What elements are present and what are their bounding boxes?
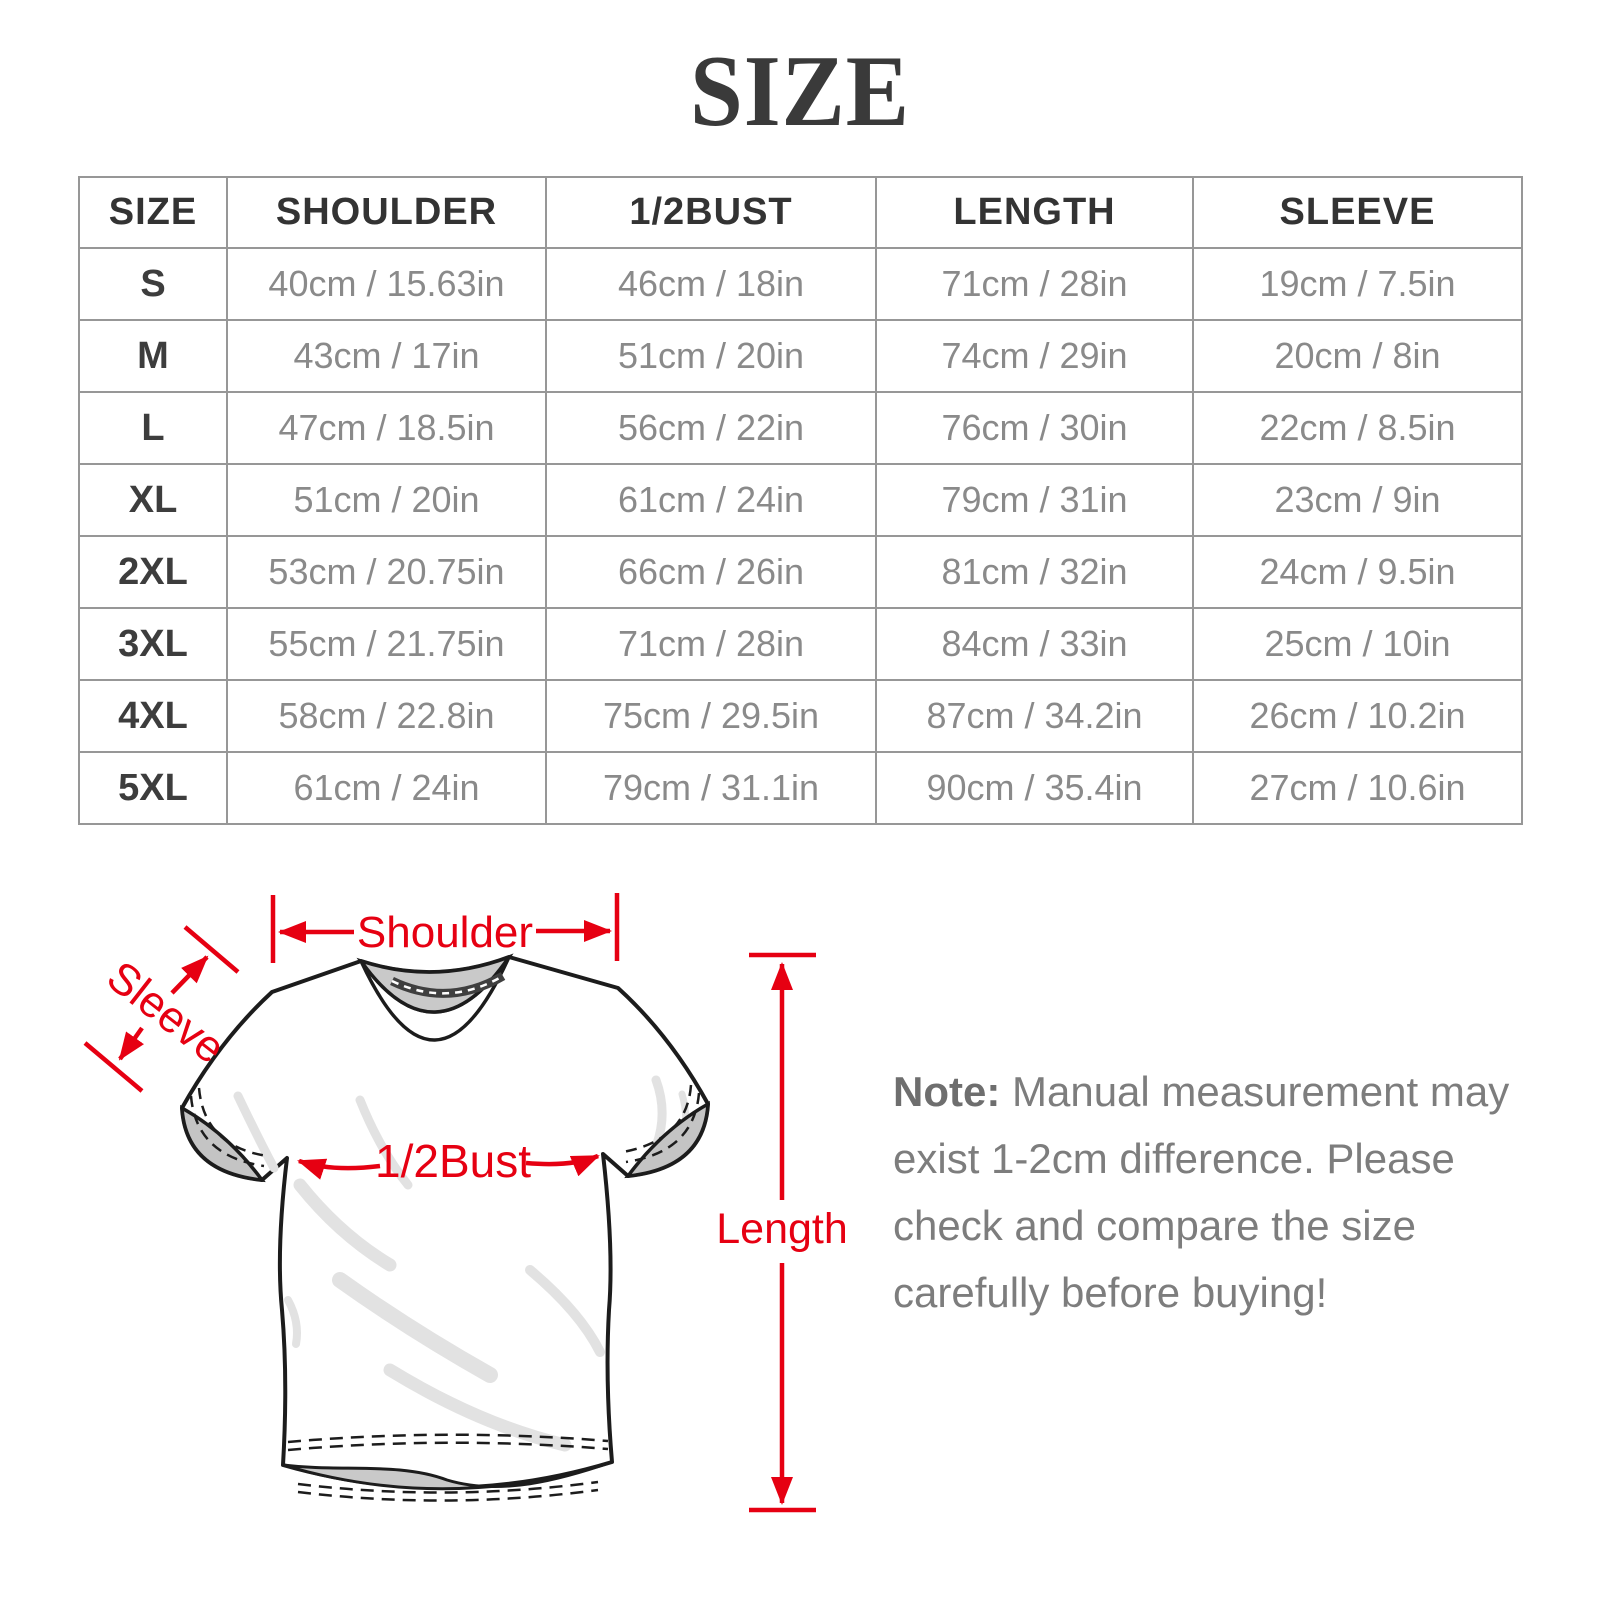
collar-stitch-zigzag [391,974,504,995]
table-row: S 40cm / 15.63in 46cm / 18in 71cm / 28in… [78,247,1523,321]
column-header-bust: 1/2BUST [545,176,877,249]
length-cell: 79cm / 31in [875,463,1194,537]
measurement-annotations [83,893,816,1513]
length-cell: 84cm / 33in [875,607,1194,681]
size-cell: 5XL [78,751,228,825]
note-label: Note: [893,1068,1001,1115]
sleeve-cuffs [180,1100,710,1183]
sleeve-label: Sleeve [98,952,234,1073]
column-header-shoulder: SHOULDER [226,176,547,249]
size-cell: XL [78,463,228,537]
sleeve-cell: 24cm / 9.5in [1192,535,1523,609]
size-cell: 4XL [78,679,228,753]
size-cell: 2XL [78,535,228,609]
size-cell: L [78,391,228,465]
shoulder-cell: 51cm / 20in [226,463,547,537]
length-cell: 76cm / 30in [875,391,1194,465]
tshirt-measurement-diagram: Shoulder Sleeve 1/2Bust Length [83,893,848,1513]
sleeve-cell: 27cm / 10.6in [1192,751,1523,825]
table-row: 5XL 61cm / 24in 79cm / 31.1in 90cm / 35.… [78,751,1523,825]
size-cell: M [78,319,228,393]
shoulder-cell: 40cm / 15.63in [226,247,547,321]
column-header-sleeve: SLEEVE [1192,176,1523,249]
hem-band [282,1460,613,1491]
bust-cell: 75cm / 29.5in [545,679,877,753]
size-cell: S [78,247,228,321]
shoulder-cell: 53cm / 20.75in [226,535,547,609]
shoulder-cell: 58cm / 22.8in [226,679,547,753]
bust-cell: 66cm / 26in [545,535,877,609]
sleeve-cell: 19cm / 7.5in [1192,247,1523,321]
bust-arrow [297,1158,381,1180]
bust-cell: 51cm / 20in [545,319,877,393]
length-cell: 81cm / 32in [875,535,1194,609]
sleeve-cell: 22cm / 8.5in [1192,391,1523,465]
shoulder-cell: 61cm / 24in [226,751,547,825]
note-text: Manual measurement may exist 1-2cm diffe… [893,1068,1510,1316]
table-row: 4XL 58cm / 22.8in 75cm / 29.5in 87cm / 3… [78,679,1523,753]
page-title: SIZE [690,35,910,148]
table-header-row: SIZE SHOULDER 1/2BUST LENGTH SLEEVE [78,176,1523,249]
sleeve-cell: 20cm / 8in [1192,319,1523,393]
table-row: L 47cm / 18.5in 56cm / 22in 76cm / 30in … [78,391,1523,465]
length-label: Length [716,1205,848,1253]
shoulder-cell: 47cm / 18.5in [226,391,547,465]
sleeve-cell: 23cm / 9in [1192,463,1523,537]
sleeve-arrow [170,955,209,995]
sleeve-arrow [118,1026,145,1061]
hem-stitching [287,1433,609,1502]
table-row: 2XL 53cm / 20.75in 66cm / 26in 81cm / 32… [78,535,1523,609]
length-cell: 74cm / 29in [875,319,1194,393]
measurement-note: Note: Manual measurement may exist 1-2cm… [893,1058,1553,1326]
length-cell: 90cm / 35.4in [875,751,1194,825]
size-cell: 3XL [78,607,228,681]
shoulder-cell: 55cm / 21.75in [226,607,547,681]
bust-cell: 71cm / 28in [545,607,877,681]
table-row: 3XL 55cm / 21.75in 71cm / 28in 84cm / 33… [78,607,1523,681]
size-table: SIZE SHOULDER 1/2BUST LENGTH SLEEVE S 40… [78,176,1523,825]
bust-cell: 79cm / 31.1in [545,751,877,825]
shoulder-label: Shoulder [357,908,533,957]
table-row: M 43cm / 17in 51cm / 20in 74cm / 29in 20… [78,319,1523,393]
column-header-length: LENGTH [875,176,1194,249]
column-header-size: SIZE [78,176,228,249]
length-cell: 71cm / 28in [875,247,1194,321]
shoulder-cell: 43cm / 17in [226,319,547,393]
fabric-wrinkles [233,1075,690,1452]
bust-cell: 61cm / 24in [545,463,877,537]
cuff-stitching [189,1084,701,1168]
sleeve-cell: 25cm / 10in [1192,607,1523,681]
bust-cell: 56cm / 22in [545,391,877,465]
sleeve-tick [83,1041,144,1093]
sleeve-cell: 26cm / 10.2in [1192,679,1523,753]
bust-cell: 46cm / 18in [545,247,877,321]
table-row: XL 51cm / 20in 61cm / 24in 79cm / 31in 2… [78,463,1523,537]
bust-arrow [525,1153,600,1177]
sleeve-tick [183,925,240,974]
collar [356,953,514,1042]
bust-label: 1/2Bust [375,1135,531,1187]
length-cell: 87cm / 34.2in [875,679,1194,753]
